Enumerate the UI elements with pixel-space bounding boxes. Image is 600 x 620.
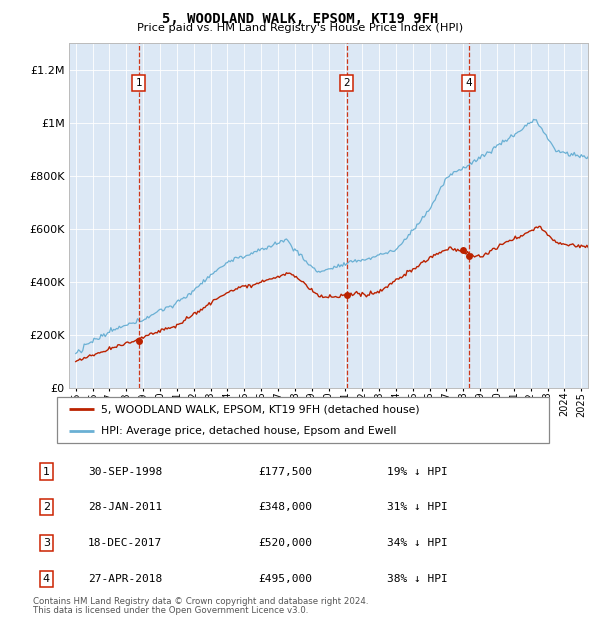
Text: 28-JAN-2011: 28-JAN-2011: [88, 502, 163, 512]
Text: 5, WOODLAND WALK, EPSOM, KT19 9FH (detached house): 5, WOODLAND WALK, EPSOM, KT19 9FH (detac…: [101, 404, 420, 414]
Text: 30-SEP-1998: 30-SEP-1998: [88, 466, 163, 477]
Text: £348,000: £348,000: [259, 502, 313, 512]
Text: £177,500: £177,500: [259, 466, 313, 477]
Text: 3: 3: [43, 538, 50, 548]
Text: HPI: Average price, detached house, Epsom and Ewell: HPI: Average price, detached house, Epso…: [101, 426, 397, 436]
Text: Price paid vs. HM Land Registry's House Price Index (HPI): Price paid vs. HM Land Registry's House …: [137, 23, 463, 33]
Text: 4: 4: [43, 574, 50, 583]
Text: 18-DEC-2017: 18-DEC-2017: [88, 538, 163, 548]
Text: Contains HM Land Registry data © Crown copyright and database right 2024.: Contains HM Land Registry data © Crown c…: [33, 597, 368, 606]
Text: £520,000: £520,000: [259, 538, 313, 548]
Text: 38% ↓ HPI: 38% ↓ HPI: [387, 574, 448, 583]
Text: 34% ↓ HPI: 34% ↓ HPI: [387, 538, 448, 548]
FancyBboxPatch shape: [57, 397, 549, 443]
Text: This data is licensed under the Open Government Licence v3.0.: This data is licensed under the Open Gov…: [33, 606, 308, 615]
Text: 2: 2: [343, 78, 350, 88]
Text: £495,000: £495,000: [259, 574, 313, 583]
Text: 1: 1: [43, 466, 50, 477]
Text: 31% ↓ HPI: 31% ↓ HPI: [387, 502, 448, 512]
Text: 27-APR-2018: 27-APR-2018: [88, 574, 163, 583]
Text: 1: 1: [136, 78, 142, 88]
Text: 2: 2: [43, 502, 50, 512]
Text: 19% ↓ HPI: 19% ↓ HPI: [387, 466, 448, 477]
Text: 4: 4: [466, 78, 472, 88]
Text: 5, WOODLAND WALK, EPSOM, KT19 9FH: 5, WOODLAND WALK, EPSOM, KT19 9FH: [162, 12, 438, 27]
